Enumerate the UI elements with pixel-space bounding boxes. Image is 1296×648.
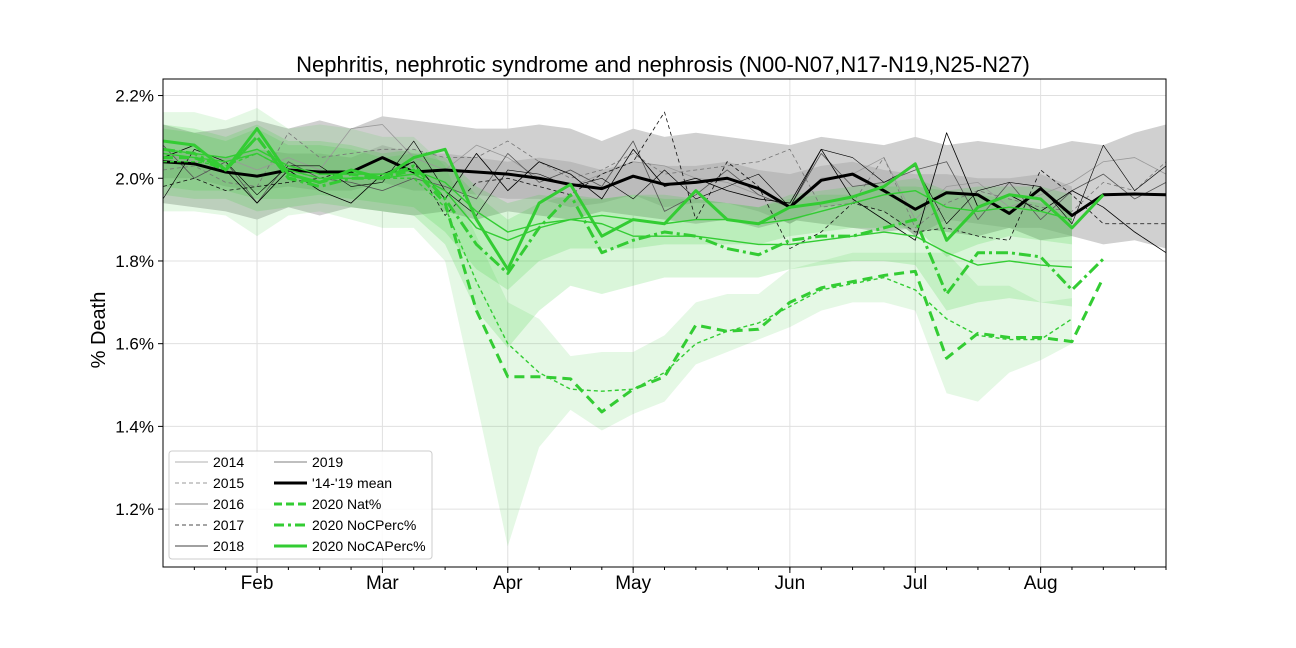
series-line [162,135,1105,296]
y-axis-label: % Death [88,292,110,369]
series-line [162,156,1167,217]
x-tick-label: Jun [775,573,806,594]
band-area [163,128,1072,290]
x-tick-label: Jul [903,573,927,594]
legend-label: 2018 [213,538,244,554]
x-tick-label: Mar [366,573,399,594]
chart-title: Nephritis, nephrotic syndrome and nephro… [296,52,1030,77]
series-line [163,152,1073,392]
legend-label: 2020 Nat% [312,496,381,512]
series-line [162,152,1073,268]
y-tick-label: 1.4% [115,417,154,436]
y-axis: 1.2% 1.4% 1.6% 1.8% 2.0% 2.2% [115,87,163,519]
legend-label: '14-'19 mean [312,475,392,491]
band-area [163,145,1072,237]
legend-label: 2015 [213,475,244,491]
legend-label: 2016 [213,496,244,512]
series-line [162,111,1166,249]
x-axis: Feb Mar Apr May Jun Jul Aug [193,567,1167,594]
y-tick-label: 1.2% [115,500,154,519]
x-tick-label: Apr [493,573,523,594]
band-area [163,124,1072,348]
legend-label: 2019 [312,454,343,470]
legend-label: 2017 [213,517,244,533]
series-line [162,148,1073,233]
y-tick-label: 2.2% [115,87,154,106]
y-tick-label: 1.6% [115,335,154,354]
y-tick-label: 1.8% [115,252,154,271]
series-line [162,132,1167,229]
band-area [163,107,1072,547]
legend-label: 2020 NoCAPerc% [312,538,426,554]
x-tick-label: May [615,573,651,594]
y-tick-label: 2.0% [115,169,154,188]
x-tick-label: Aug [1024,573,1058,594]
x-tick-label: Feb [241,573,274,594]
legend-label: 2020 NoCPerc% [312,517,416,533]
legend: 2014 2015 2016 2017 2018 2019 '14-'19 mean 2020… [168,450,433,560]
legend-label: 2014 [213,454,244,470]
series-lines [162,111,1167,414]
